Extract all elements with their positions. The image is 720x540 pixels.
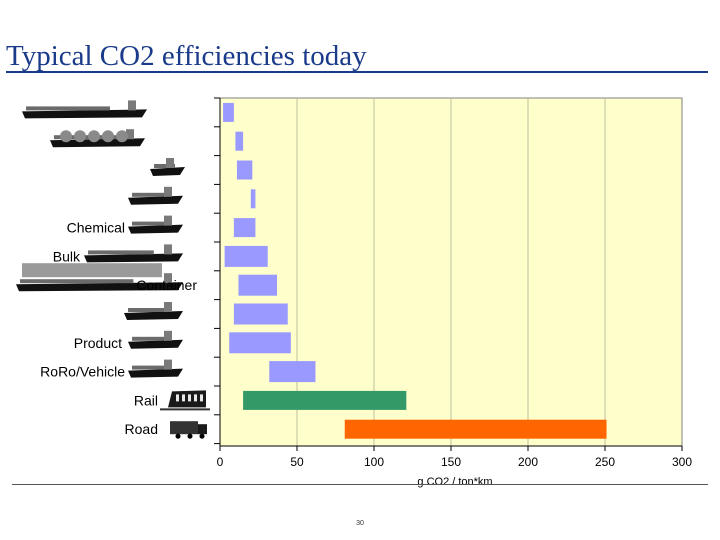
ship-bridge (126, 129, 134, 140)
general-cargo-icon (124, 311, 183, 320)
lng-tank (102, 130, 114, 143)
x-tick-label: 100 (364, 455, 384, 469)
lng-tank (74, 130, 86, 143)
bar-chemical (233, 218, 256, 238)
product-tanker-icon (128, 339, 183, 349)
category-label: Road (125, 421, 158, 437)
truck-icon (170, 421, 198, 435)
train-window (176, 394, 179, 402)
lng-tank (88, 130, 100, 143)
ship-deck (154, 164, 175, 168)
ship-bridge (164, 186, 172, 197)
bar-bulk (224, 245, 268, 267)
ship-deck (132, 336, 167, 341)
category-label: Chemical (67, 220, 125, 236)
x-tick-label: 300 (672, 455, 692, 469)
ship-bridge (164, 302, 172, 312)
small-bulker-icon (128, 195, 183, 205)
ship-bridge (128, 100, 136, 111)
x-tick-label: 0 (217, 455, 224, 469)
truck-cab (198, 424, 207, 435)
train-window (200, 394, 203, 402)
x-tick-label: 150 (441, 455, 461, 469)
ship-deck (132, 192, 167, 197)
train-window (182, 394, 185, 402)
container-stack (22, 263, 162, 278)
bar-ship-7 (233, 303, 288, 325)
footer-divider (12, 484, 708, 485)
ship-deck (128, 308, 166, 312)
roro-ship-icon (128, 368, 183, 378)
ship-bridge (164, 359, 172, 370)
category-label: Container (136, 277, 197, 293)
bar-rail (243, 390, 407, 410)
truck-wheel (187, 433, 193, 439)
bar-ship-3 (250, 189, 256, 209)
ship-bridge (164, 330, 172, 341)
bar-road (344, 419, 607, 439)
train-window (188, 394, 191, 402)
category-label: Product (74, 335, 122, 351)
bar-container (238, 274, 277, 296)
ship-deck (26, 106, 110, 111)
chemical-tanker-icon (128, 224, 183, 234)
ship-deck (132, 365, 167, 370)
ship-bridge (164, 244, 172, 255)
lng-tank (60, 130, 72, 143)
ship-bridge (164, 215, 172, 226)
title-underline (6, 71, 708, 73)
ship-deck (88, 250, 154, 255)
page-number: 30 (356, 520, 364, 527)
category-label: Bulk (53, 248, 81, 264)
truck-wheel (199, 433, 205, 439)
small-tanker-icon (150, 167, 185, 176)
bar-ship-1 (235, 131, 244, 151)
train-window (194, 394, 197, 402)
truck-wheel (175, 433, 181, 439)
bar-ship-2 (236, 160, 253, 180)
ship-deck (132, 221, 167, 226)
bulk-carrier-icon (84, 253, 183, 263)
lng-tank (116, 130, 128, 143)
bar-roro-vehicle (269, 361, 316, 383)
x-tick-label: 50 (290, 455, 304, 469)
container-ship-icon (16, 282, 183, 292)
category-label: RoRo/Vehicle (40, 364, 125, 380)
slide-title: Typical CO2 efficiencies today (6, 40, 367, 72)
ship-bridge (164, 273, 172, 284)
ship-bridge (166, 158, 174, 168)
x-axis-title: g CO2 / ton*km (417, 476, 492, 488)
bar-product (229, 332, 291, 354)
bar-ship-0 (223, 102, 234, 122)
x-tick-label: 200 (518, 455, 538, 469)
category-label: Rail (134, 392, 158, 408)
ship-deck (20, 279, 134, 284)
x-tick-label: 250 (595, 455, 615, 469)
crude-tanker-icon (22, 109, 147, 119)
